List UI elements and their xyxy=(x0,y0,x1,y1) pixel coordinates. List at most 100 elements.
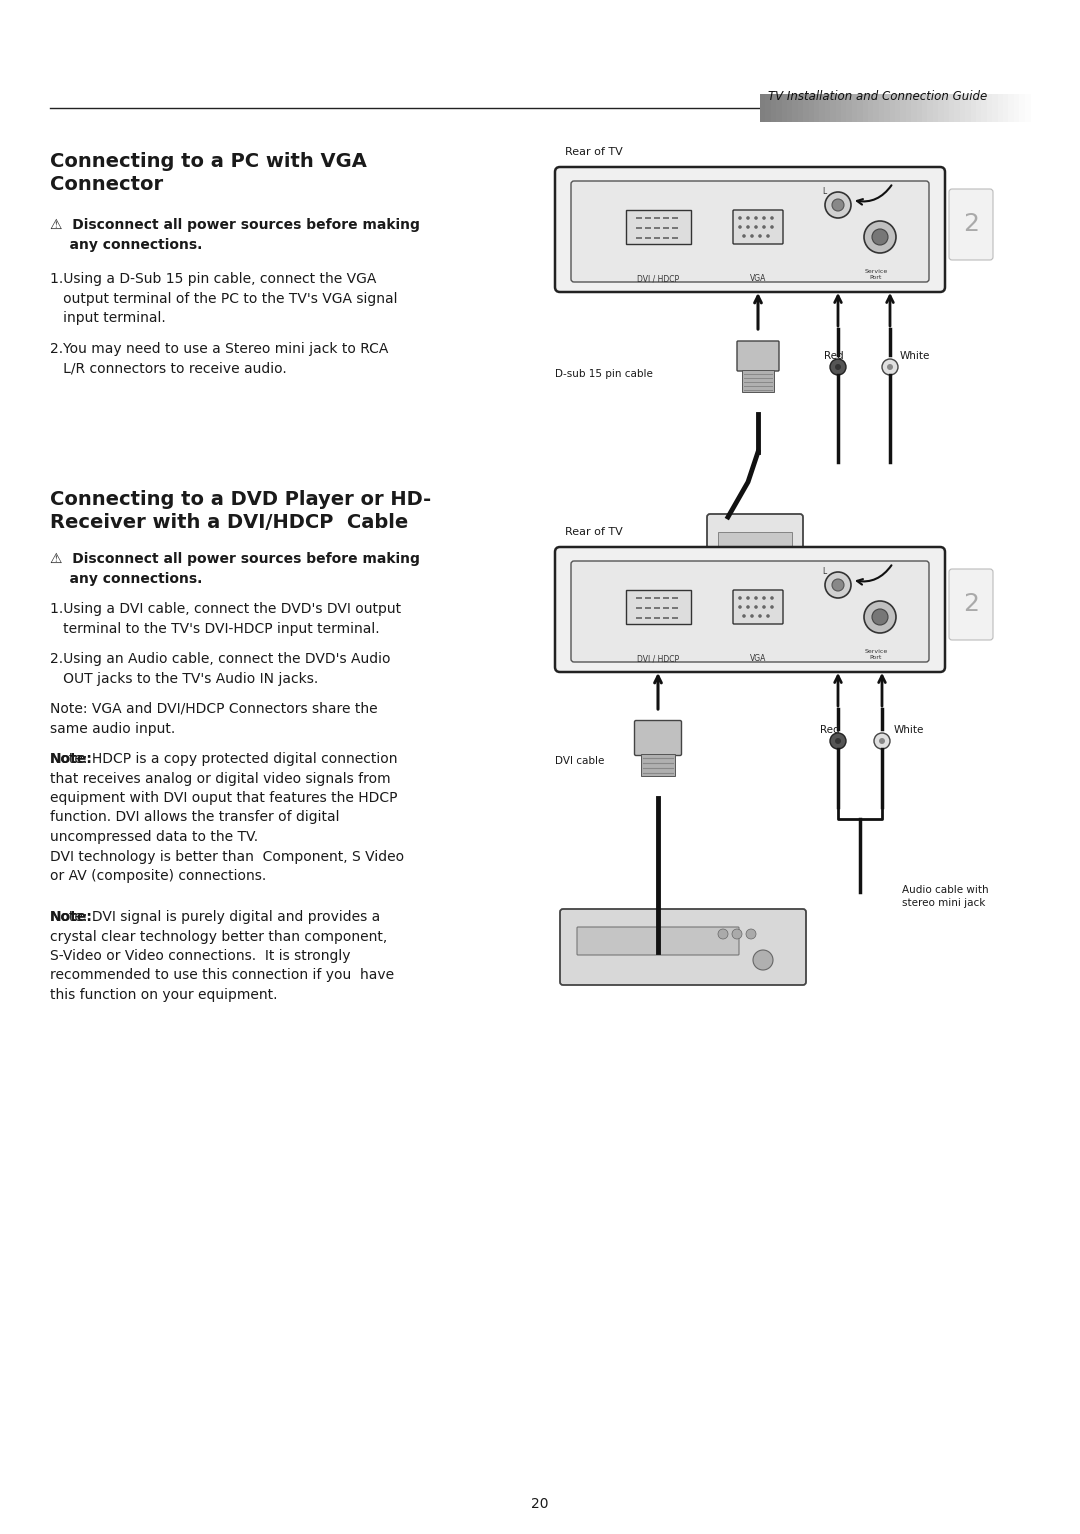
Bar xyxy=(642,755,675,776)
Text: Audio cable with
stereo mini jack: Audio cable with stereo mini jack xyxy=(902,885,988,908)
Bar xyxy=(814,94,820,123)
Bar xyxy=(825,94,831,123)
Bar xyxy=(636,227,642,229)
Bar xyxy=(672,227,678,229)
Circle shape xyxy=(770,597,773,600)
Bar xyxy=(928,94,933,123)
Bar xyxy=(852,94,858,123)
Bar xyxy=(654,227,660,229)
Bar xyxy=(912,94,917,123)
FancyBboxPatch shape xyxy=(561,910,806,985)
Text: 2: 2 xyxy=(963,592,978,617)
Bar xyxy=(663,227,669,229)
Circle shape xyxy=(718,930,728,939)
Circle shape xyxy=(746,225,750,229)
FancyBboxPatch shape xyxy=(571,181,929,282)
Text: TV Installation and Connection Guide: TV Installation and Connection Guide xyxy=(768,91,987,103)
Circle shape xyxy=(739,216,742,219)
Bar xyxy=(901,94,906,123)
Circle shape xyxy=(887,364,893,370)
Text: Note:: Note: xyxy=(50,752,93,765)
Circle shape xyxy=(766,614,770,618)
Text: Service
Port: Service Port xyxy=(864,268,888,281)
Circle shape xyxy=(758,235,761,238)
Circle shape xyxy=(832,578,843,591)
Bar xyxy=(663,236,669,239)
Bar xyxy=(841,94,847,123)
Bar xyxy=(672,617,678,620)
Bar xyxy=(663,607,669,609)
Bar xyxy=(654,607,660,609)
Bar xyxy=(847,94,852,123)
Circle shape xyxy=(832,199,843,212)
Bar xyxy=(645,227,651,229)
Text: VGA: VGA xyxy=(750,275,766,282)
Bar xyxy=(766,94,771,123)
Bar xyxy=(1020,94,1025,123)
Bar xyxy=(960,94,966,123)
Circle shape xyxy=(835,738,841,744)
Bar xyxy=(798,94,804,123)
Bar xyxy=(645,617,651,620)
Text: Note:: Note: xyxy=(50,910,93,923)
Text: 1.Using a D-Sub 15 pin cable, connect the VGA
   output terminal of the PC to th: 1.Using a D-Sub 15 pin cable, connect th… xyxy=(50,272,397,325)
Bar xyxy=(917,94,922,123)
Bar xyxy=(863,94,868,123)
Bar xyxy=(654,216,660,219)
FancyBboxPatch shape xyxy=(949,569,993,640)
Bar xyxy=(809,94,814,123)
Circle shape xyxy=(864,601,896,634)
FancyBboxPatch shape xyxy=(707,514,804,620)
Text: Connecting to a DVD Player or HD-
Receiver with a DVI/HDCP  Cable: Connecting to a DVD Player or HD- Receiv… xyxy=(50,489,431,532)
Bar xyxy=(939,94,944,123)
Bar xyxy=(742,370,774,393)
Text: DVI / HDCP: DVI / HDCP xyxy=(637,653,679,663)
Circle shape xyxy=(879,738,885,744)
Text: White: White xyxy=(900,351,930,360)
Text: ⚠  Disconnect all power sources before making
    any connections.: ⚠ Disconnect all power sources before ma… xyxy=(50,218,420,252)
Bar xyxy=(1009,94,1014,123)
Circle shape xyxy=(762,225,766,229)
Bar xyxy=(645,607,651,609)
Bar xyxy=(645,597,651,598)
Bar xyxy=(874,94,879,123)
Bar xyxy=(820,94,825,123)
Text: L: L xyxy=(822,187,826,196)
Circle shape xyxy=(746,597,750,600)
Text: L: L xyxy=(822,568,826,575)
Text: Red: Red xyxy=(820,726,839,735)
Bar xyxy=(890,94,895,123)
Bar xyxy=(718,552,792,566)
Circle shape xyxy=(751,235,754,238)
FancyBboxPatch shape xyxy=(571,561,929,663)
Bar xyxy=(885,94,890,123)
Text: 2.Using an Audio cable, connect the DVD's Audio
   OUT jacks to the TV's Audio I: 2.Using an Audio cable, connect the DVD'… xyxy=(50,652,391,686)
Text: DVI cable: DVI cable xyxy=(555,756,605,765)
Circle shape xyxy=(825,572,851,598)
Text: Note: DVI signal is purely digital and provides a
crystal clear technology bette: Note: DVI signal is purely digital and p… xyxy=(50,910,394,1002)
Circle shape xyxy=(882,359,897,374)
Circle shape xyxy=(766,235,770,238)
Text: 2: 2 xyxy=(963,212,978,236)
Bar xyxy=(966,94,971,123)
Text: 1.Using a DVI cable, connect the DVD's DVI output
   terminal to the TV's DVI-HD: 1.Using a DVI cable, connect the DVD's D… xyxy=(50,601,401,635)
Bar xyxy=(982,94,987,123)
Circle shape xyxy=(762,606,766,609)
Bar xyxy=(672,216,678,219)
Text: Service
Port: Service Port xyxy=(864,649,888,660)
Text: D-sub 15 pin cable: D-sub 15 pin cable xyxy=(555,370,653,379)
Bar xyxy=(654,236,660,239)
Circle shape xyxy=(835,364,841,370)
Bar xyxy=(645,236,651,239)
Circle shape xyxy=(831,359,846,374)
Bar xyxy=(955,94,960,123)
Circle shape xyxy=(751,614,754,618)
Circle shape xyxy=(754,606,758,609)
Bar xyxy=(654,617,660,620)
Text: Note: VGA and DVI/HDCP Connectors share the
same audio input.: Note: VGA and DVI/HDCP Connectors share … xyxy=(50,703,378,735)
Bar xyxy=(636,236,642,239)
Text: White: White xyxy=(894,726,924,735)
Bar xyxy=(868,94,874,123)
FancyBboxPatch shape xyxy=(737,341,779,371)
Bar xyxy=(971,94,976,123)
